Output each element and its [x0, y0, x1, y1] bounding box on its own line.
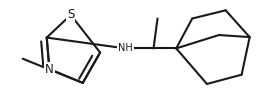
Text: S: S	[67, 8, 74, 21]
Text: N: N	[45, 63, 54, 75]
Text: NH: NH	[118, 43, 133, 53]
